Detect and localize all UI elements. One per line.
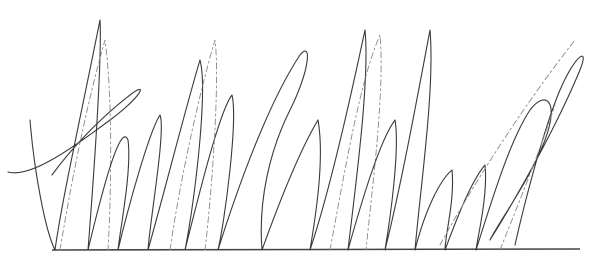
page — [0, 0, 592, 255]
signature-image — [0, 0, 592, 255]
